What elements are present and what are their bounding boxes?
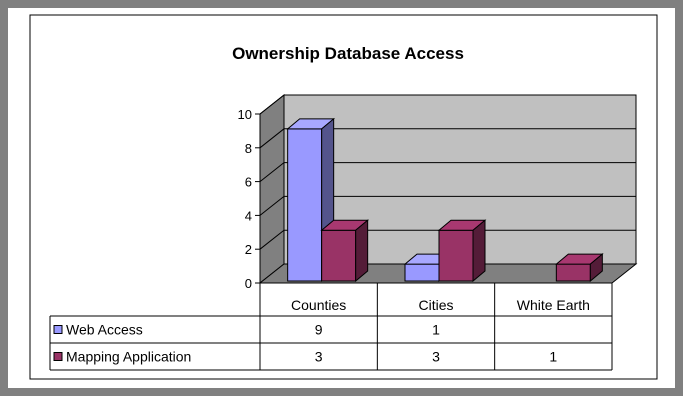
y-tick-label: 10: [238, 107, 252, 122]
legend-label: Web Access: [66, 322, 143, 338]
y-tick-label: 8: [245, 141, 252, 156]
plot-area: 0 2 4 6 8 10: [238, 93, 638, 291]
side-wall: [259, 93, 285, 285]
mapping-application-bar-front: [438, 229, 474, 282]
mapping-application-bar: [437, 219, 487, 283]
table-value: 1: [549, 349, 557, 365]
y-tick-label: 4: [245, 208, 252, 223]
legend-swatch: [53, 352, 63, 361]
data-table: Counties Cities White Earth Web Access 9 1 Map…: [49, 282, 613, 371]
table-value: 9: [315, 322, 323, 338]
gridline: [259, 162, 636, 182]
gridline: [259, 128, 636, 149]
mapping-application-bar-side: [472, 219, 486, 283]
x-category-label: Cities: [418, 297, 453, 313]
gridline: [259, 94, 636, 115]
chart-title: Ownership Database Access: [232, 44, 464, 63]
y-tick-label: 6: [245, 175, 252, 190]
y-tick-label: 2: [245, 242, 252, 257]
mapping-application-bar: [320, 219, 370, 283]
table-value: 3: [432, 349, 440, 365]
mapping-application-bar: [554, 253, 604, 283]
web-access-bar-front: [404, 263, 440, 282]
legend-label: Mapping Application: [66, 349, 191, 365]
x-category-label: Counties: [291, 297, 346, 313]
chart-frame: Ownership Database Access 0 2 4 6 8 10 Counti…: [8, 8, 675, 388]
mapping-application-bar-front: [321, 229, 357, 282]
gridline: [259, 195, 636, 216]
mapping-application-bar-side: [589, 253, 603, 283]
table-value: 3: [315, 349, 323, 365]
mapping-application-bar-front: [555, 263, 591, 282]
y-tick-label: 0: [245, 276, 252, 291]
table-value: 1: [432, 322, 440, 338]
mapping-application-bar-side: [355, 219, 369, 283]
gridline: [259, 229, 636, 250]
chart-border: [29, 14, 658, 380]
web-access-bar-front: [287, 128, 323, 282]
legend-swatch: [53, 325, 63, 334]
x-category-label: White Earth: [517, 297, 590, 313]
chart-svg: Ownership Database Access 0 2 4 6 8 10 Counti…: [29, 14, 658, 380]
